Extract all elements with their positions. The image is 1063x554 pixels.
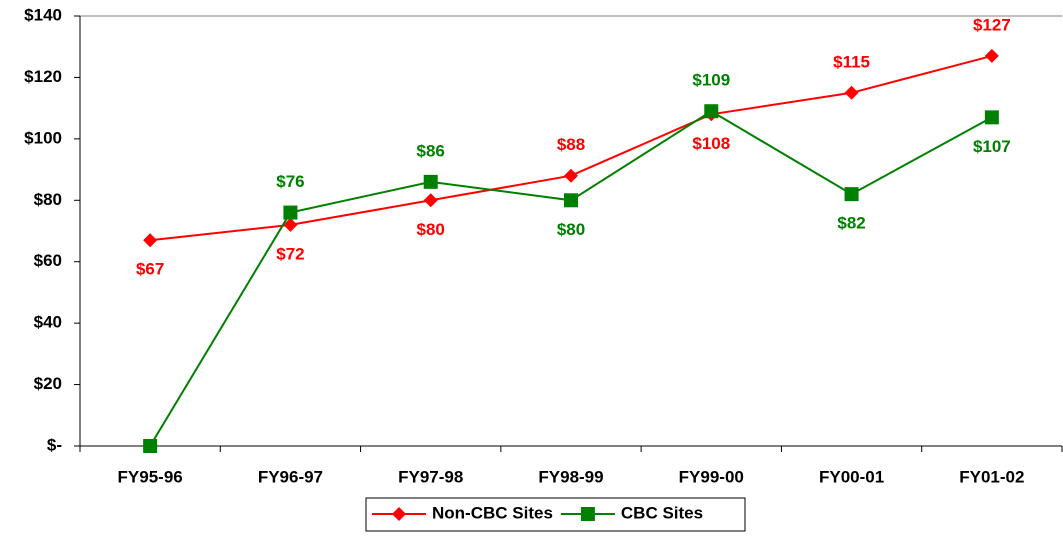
data-label: $72 — [276, 244, 304, 263]
y-tick-label: $40 — [34, 313, 62, 332]
marker — [392, 507, 406, 521]
y-tick-label: $100 — [24, 128, 62, 147]
y-tick-label: $80 — [34, 190, 62, 209]
marker — [984, 110, 999, 125]
data-label: $115 — [833, 52, 870, 71]
marker — [283, 217, 298, 232]
marker — [844, 187, 859, 202]
marker — [844, 85, 859, 100]
x-tick-label: FY95-96 — [118, 467, 183, 486]
y-tick-label: $20 — [34, 374, 62, 393]
x-tick-label: FY00-01 — [819, 467, 884, 486]
y-tick-label: $- — [47, 435, 62, 454]
y-tick-label: $140 — [24, 5, 62, 24]
y-tick-label: $60 — [34, 251, 62, 270]
legend-box — [365, 497, 746, 532]
marker — [283, 205, 298, 220]
marker — [704, 104, 719, 119]
x-tick-label: FY98-99 — [538, 467, 603, 486]
data-label: $127 — [973, 15, 1011, 34]
marker — [423, 193, 438, 208]
x-tick-label: FY96-97 — [258, 467, 323, 486]
x-tick-label: FY01-02 — [959, 467, 1024, 486]
marker — [580, 507, 595, 521]
data-label: $88 — [557, 135, 585, 154]
data-label: $80 — [417, 220, 445, 239]
marker — [564, 168, 578, 183]
data-label: $107 — [973, 137, 1011, 156]
data-label: $80 — [557, 220, 585, 239]
data-label: $67 — [136, 260, 164, 279]
series-line — [149, 110, 993, 447]
data-label: $76 — [276, 172, 304, 191]
data-label: $108 — [692, 134, 730, 153]
y-tick-label: $120 — [24, 67, 62, 86]
legend-label: CBC Sites — [621, 503, 703, 522]
marker — [564, 193, 578, 208]
legend-label: Non-CBC Sites — [432, 503, 553, 522]
data-label: $109 — [692, 71, 730, 90]
x-tick-label: FY97-98 — [398, 467, 463, 486]
marker — [984, 48, 999, 63]
marker — [143, 439, 158, 453]
marker — [423, 174, 438, 189]
data-label: $82 — [837, 214, 865, 233]
marker — [143, 233, 158, 248]
data-label: $86 — [417, 141, 445, 160]
x-tick-label: FY99-00 — [679, 467, 744, 486]
